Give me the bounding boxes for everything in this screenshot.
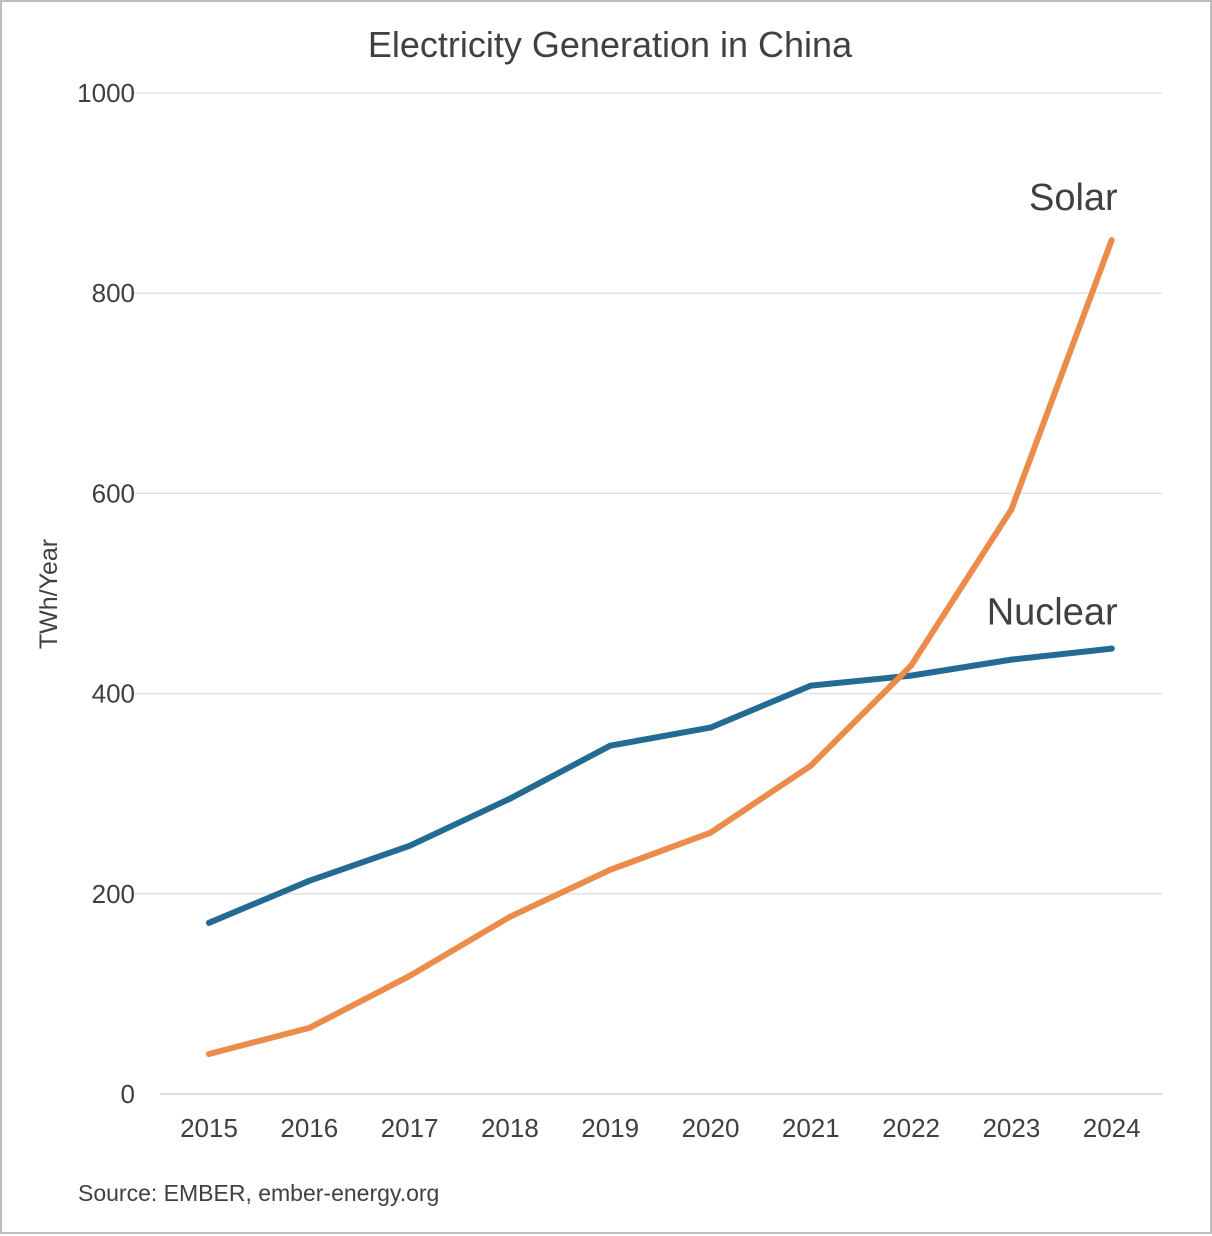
series-line-solar — [206, 237, 1115, 1057]
y-tick-label-200: 200 — [92, 879, 135, 909]
data-point-solar-2018 — [506, 913, 513, 920]
y-tick-label-800: 800 — [92, 278, 135, 308]
x-tick-label-2015: 2015 — [180, 1113, 238, 1143]
data-point-nuclear-2024 — [1108, 645, 1115, 652]
data-point-solar-2024 — [1108, 237, 1115, 244]
chart-title: Electricity Generation in China — [368, 24, 853, 65]
data-point-solar-2022 — [908, 662, 915, 669]
data-point-solar-2015 — [206, 1050, 212, 1057]
data-point-solar-2020 — [707, 829, 714, 836]
data-point-nuclear-2019 — [607, 742, 614, 749]
annotation-solar: Solar — [1029, 177, 1118, 219]
source-note: Source: EMBER, ember-energy.org — [78, 1180, 439, 1206]
x-tick-label-2022: 2022 — [882, 1113, 940, 1143]
y-tick-label-1000: 1000 — [77, 78, 135, 108]
series-lines — [206, 237, 1115, 1057]
x-tick-label-2023: 2023 — [982, 1113, 1040, 1143]
data-point-nuclear-2023 — [1008, 656, 1015, 663]
x-tick-label-2020: 2020 — [682, 1113, 740, 1143]
x-tick-label-2018: 2018 — [481, 1113, 539, 1143]
data-point-nuclear-2015 — [206, 919, 212, 926]
x-tick-label-2021: 2021 — [782, 1113, 840, 1143]
x-axis-ticks: 2015 2016 2017 2018 2019 2020 2021 2022 2023 2024 — [180, 1113, 1141, 1143]
series-annotations: Solar Nuclear — [987, 177, 1118, 633]
y-tick-label-0: 0 — [121, 1079, 135, 1109]
data-point-nuclear-2020 — [707, 724, 714, 731]
x-tick-label-2019: 2019 — [581, 1113, 639, 1143]
y-axis-ticks: 0 200 400 600 800 1000 — [77, 78, 135, 1109]
data-point-nuclear-2017 — [406, 842, 413, 849]
data-point-solar-2021 — [807, 762, 814, 769]
data-point-solar-2016 — [306, 1024, 313, 1031]
data-point-solar-2019 — [607, 866, 614, 873]
series-line-nuclear — [206, 645, 1115, 926]
data-point-nuclear-2018 — [506, 795, 513, 802]
x-tick-label-2017: 2017 — [381, 1113, 439, 1143]
y-tick-label-400: 400 — [92, 679, 135, 709]
data-point-nuclear-2021 — [807, 682, 814, 689]
gridlines — [132, 92, 1162, 1095]
data-point-solar-2023 — [1008, 506, 1015, 513]
y-tick-label-600: 600 — [92, 478, 135, 508]
annotation-nuclear: Nuclear — [987, 592, 1118, 634]
y-axis-label: TWh/Year — [35, 539, 63, 649]
data-point-nuclear-2016 — [306, 877, 313, 884]
x-tick-label-2024: 2024 — [1083, 1113, 1141, 1143]
data-point-solar-2017 — [406, 972, 413, 979]
data-point-nuclear-2022 — [908, 672, 915, 679]
x-tick-label-2016: 2016 — [280, 1113, 338, 1143]
